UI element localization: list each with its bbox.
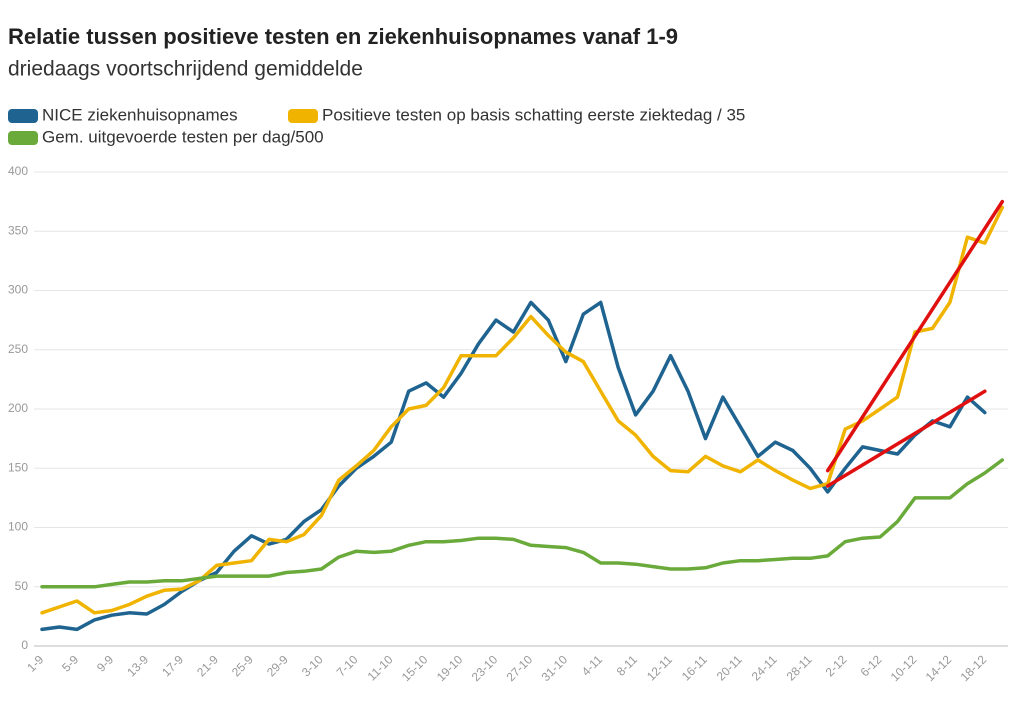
y-tick-label: 150 bbox=[8, 460, 28, 474]
series-line bbox=[40, 458, 1005, 589]
x-tick-label: 19-10 bbox=[434, 652, 466, 684]
x-tick-label: 25-9 bbox=[229, 652, 256, 679]
x-tick-label: 14-12 bbox=[923, 652, 955, 684]
x-tick-label: 3-10 bbox=[299, 652, 326, 679]
y-tick-label: 100 bbox=[8, 520, 28, 534]
x-tick-label: 28-11 bbox=[784, 652, 815, 683]
y-tick-label: 400 bbox=[8, 164, 28, 178]
x-tick-label: 4-11 bbox=[579, 652, 605, 678]
x-tick-label: 1-9 bbox=[24, 652, 46, 674]
x-tick-label: 24-11 bbox=[749, 652, 780, 683]
x-tick-label: 7-10 bbox=[334, 652, 361, 679]
trend-line bbox=[825, 389, 987, 488]
x-tick-label: 11-10 bbox=[365, 652, 396, 683]
x-tick-label: 18-12 bbox=[958, 652, 990, 684]
legend-label: NICE ziekenhuisopnames bbox=[42, 105, 238, 124]
x-tick-label: 12-11 bbox=[644, 652, 675, 683]
y-tick-label: 0 bbox=[21, 638, 28, 652]
x-tick-label: 31-10 bbox=[539, 652, 571, 684]
x-tick-label: 21-9 bbox=[194, 652, 221, 679]
x-tick-label: 5-9 bbox=[59, 652, 81, 674]
y-tick-label: 300 bbox=[8, 283, 28, 297]
x-tick-label: 29-9 bbox=[264, 652, 291, 679]
x-tick-label: 23-10 bbox=[469, 652, 501, 684]
legend-label: Gem. uitgevoerde testen per dag/500 bbox=[42, 127, 324, 146]
y-tick-label: 250 bbox=[8, 342, 28, 356]
x-tick-label: 17-9 bbox=[159, 652, 186, 679]
y-tick-label: 50 bbox=[15, 579, 29, 593]
legend-swatch bbox=[8, 131, 38, 145]
x-tick-label: 13-9 bbox=[124, 652, 151, 679]
y-tick-label: 200 bbox=[8, 401, 28, 415]
x-tick-label: 6-12 bbox=[858, 652, 885, 679]
legend-swatch bbox=[288, 109, 318, 123]
x-tick-label: 9-9 bbox=[94, 652, 116, 674]
x-tick-label: 10-12 bbox=[888, 652, 920, 684]
chart-title: Relatie tussen positieve testen en zieke… bbox=[8, 24, 678, 49]
trend-line bbox=[825, 199, 1005, 473]
series-line bbox=[40, 205, 1005, 615]
chart-subtitle: driedaags voortschrijdend gemiddelde bbox=[8, 58, 363, 81]
legend-swatch bbox=[8, 109, 38, 123]
x-tick-label: 20-11 bbox=[714, 652, 745, 683]
x-tick-label: 15-10 bbox=[399, 652, 431, 684]
x-tick-label: 2-12 bbox=[823, 652, 850, 679]
x-tick-label: 27-10 bbox=[504, 652, 536, 684]
legend-label: Positieve testen op basis schatting eers… bbox=[322, 105, 745, 124]
y-tick-label: 350 bbox=[8, 223, 28, 237]
legend: NICE ziekenhuisopnames Positieve testen o… bbox=[8, 105, 745, 146]
x-tick-label: 16-11 bbox=[679, 652, 710, 683]
x-tick-label: 8-11 bbox=[614, 652, 640, 678]
